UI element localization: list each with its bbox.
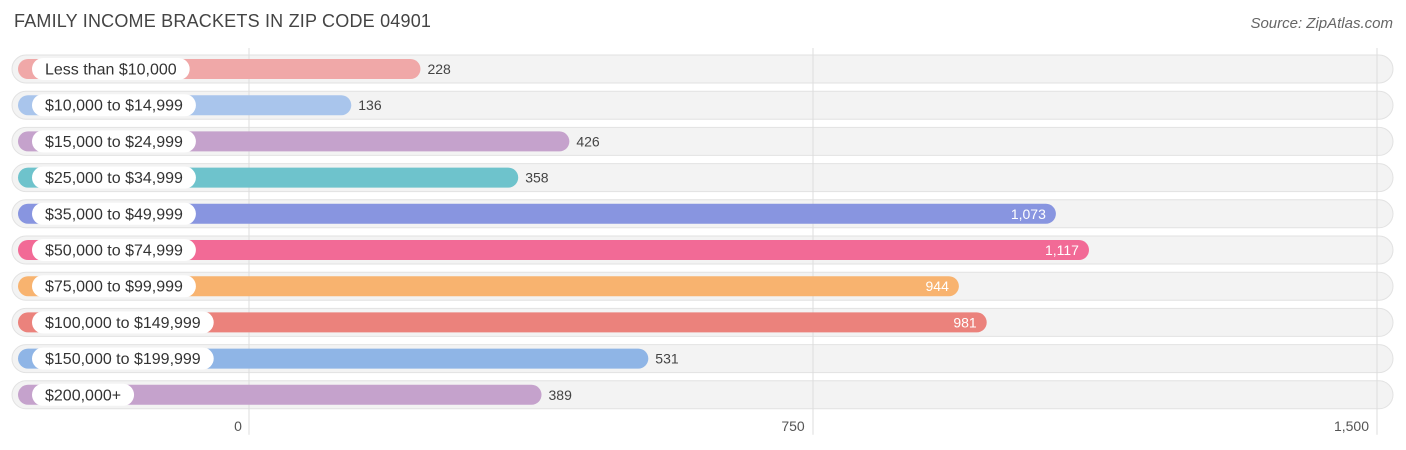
category-pill	[32, 94, 196, 117]
bar[interactable]	[18, 384, 542, 405]
category-label: $50,000 to $74,999	[45, 243, 183, 260]
value-label: 389	[549, 387, 573, 403]
category-pill	[32, 347, 214, 370]
category-label: Less than $10,000	[45, 62, 177, 79]
value-label: 1,117	[1045, 242, 1079, 258]
category-label: $75,000 to $99,999	[45, 279, 183, 296]
category-label: $150,000 to $199,999	[45, 351, 201, 368]
category-label: $200,000+	[45, 387, 121, 404]
bar[interactable]	[18, 312, 987, 333]
category-label: $15,000 to $24,999	[45, 134, 183, 151]
bar[interactable]	[18, 240, 1089, 260]
value-label: 228	[427, 61, 451, 77]
category-label: $100,000 to $149,999	[45, 315, 201, 332]
category-pill	[32, 239, 196, 261]
chart-title: FAMILY INCOME BRACKETS IN ZIP CODE 04901	[14, 11, 432, 31]
category-pill	[32, 275, 196, 298]
category-label: $10,000 to $14,999	[45, 98, 183, 115]
source-note: Source: ZipAtlas.com	[1250, 15, 1393, 32]
bar[interactable]	[18, 203, 1056, 224]
value-label: 531	[655, 351, 679, 367]
x-tick-label: 750	[781, 418, 805, 434]
bar[interactable]	[18, 276, 959, 297]
category-label: $35,000 to $49,999	[45, 206, 183, 223]
category-pill	[32, 130, 196, 153]
category-pill	[32, 166, 196, 189]
category-pill	[32, 311, 214, 334]
value-label: 136	[358, 97, 382, 113]
value-label: 981	[953, 314, 977, 330]
value-label: 426	[576, 133, 600, 149]
x-tick-label: 0	[234, 418, 242, 434]
category-pill	[32, 58, 190, 80]
category-label: $25,000 to $34,999	[45, 170, 183, 187]
category-pill	[32, 383, 135, 406]
value-label: 358	[525, 170, 549, 186]
category-pill	[32, 202, 196, 225]
x-tick-label: 1,500	[1334, 418, 1369, 434]
row-track	[11, 90, 1394, 120]
value-label: 1,073	[1011, 206, 1046, 222]
value-label: 944	[926, 278, 950, 294]
